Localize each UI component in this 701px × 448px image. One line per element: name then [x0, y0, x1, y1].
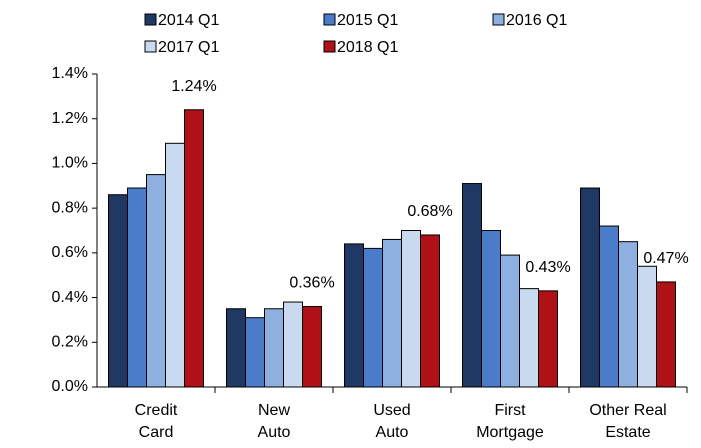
x-tick-label: Used [373, 402, 410, 419]
legend-swatch [323, 40, 336, 53]
x-tick-label: Card [139, 424, 174, 441]
bar [363, 247, 383, 388]
bar [519, 288, 539, 388]
x-tick-label: Mortgage [476, 424, 544, 441]
legend-label: 2014 Q1 [158, 12, 219, 29]
x-tick-label: Credit [135, 402, 178, 419]
legend-swatch [323, 13, 336, 26]
bar [146, 174, 166, 388]
bar [618, 241, 638, 388]
y-tick-label: 0.6% [52, 244, 88, 261]
x-tick-label: Auto [376, 424, 409, 441]
bar [108, 194, 128, 388]
legend-swatch [144, 40, 157, 53]
bar [344, 243, 364, 388]
y-tick-label: 1.2% [52, 110, 88, 127]
legend-label: 2016 Q1 [506, 12, 567, 29]
bar [580, 187, 600, 388]
legend-label: 2015 Q1 [337, 12, 398, 29]
bar [500, 254, 520, 388]
legend-label: 2018 Q1 [337, 39, 398, 56]
bar [302, 306, 322, 388]
x-tick-label: First [494, 402, 526, 419]
bar [382, 238, 402, 388]
x-tick-label: Other Real [589, 402, 666, 419]
x-tick-label: New [258, 402, 290, 419]
bar [264, 308, 284, 388]
y-tick-label: 0.4% [52, 289, 88, 306]
x-tick-label: Auto [258, 424, 291, 441]
bar [283, 301, 303, 388]
y-tick-label: 0.0% [52, 378, 88, 395]
data-label: 0.68% [407, 203, 452, 220]
legend-label: 2017 Q1 [158, 39, 219, 56]
bar [462, 183, 482, 388]
bar [401, 230, 421, 388]
bar [226, 308, 246, 388]
data-label: 0.43% [525, 259, 570, 276]
y-tick-label: 1.4% [52, 65, 88, 82]
legend-swatch [492, 13, 505, 26]
data-label: 0.36% [289, 275, 334, 292]
bar [538, 290, 558, 388]
legend-swatch [144, 13, 157, 26]
y-tick-label: 0.2% [52, 334, 88, 351]
bar [599, 225, 619, 388]
bar [637, 265, 657, 388]
bar [245, 317, 265, 388]
y-tick-label: 0.8% [52, 199, 88, 216]
bar [127, 187, 147, 388]
data-label: 1.24% [171, 78, 216, 95]
y-tick-label: 1.0% [52, 155, 88, 172]
bar [481, 230, 501, 388]
data-label: 0.47% [643, 250, 688, 267]
x-tick-label: Estate [605, 424, 650, 441]
bar [184, 109, 204, 388]
bar [420, 234, 440, 388]
bar [656, 281, 676, 388]
bar [165, 142, 185, 388]
